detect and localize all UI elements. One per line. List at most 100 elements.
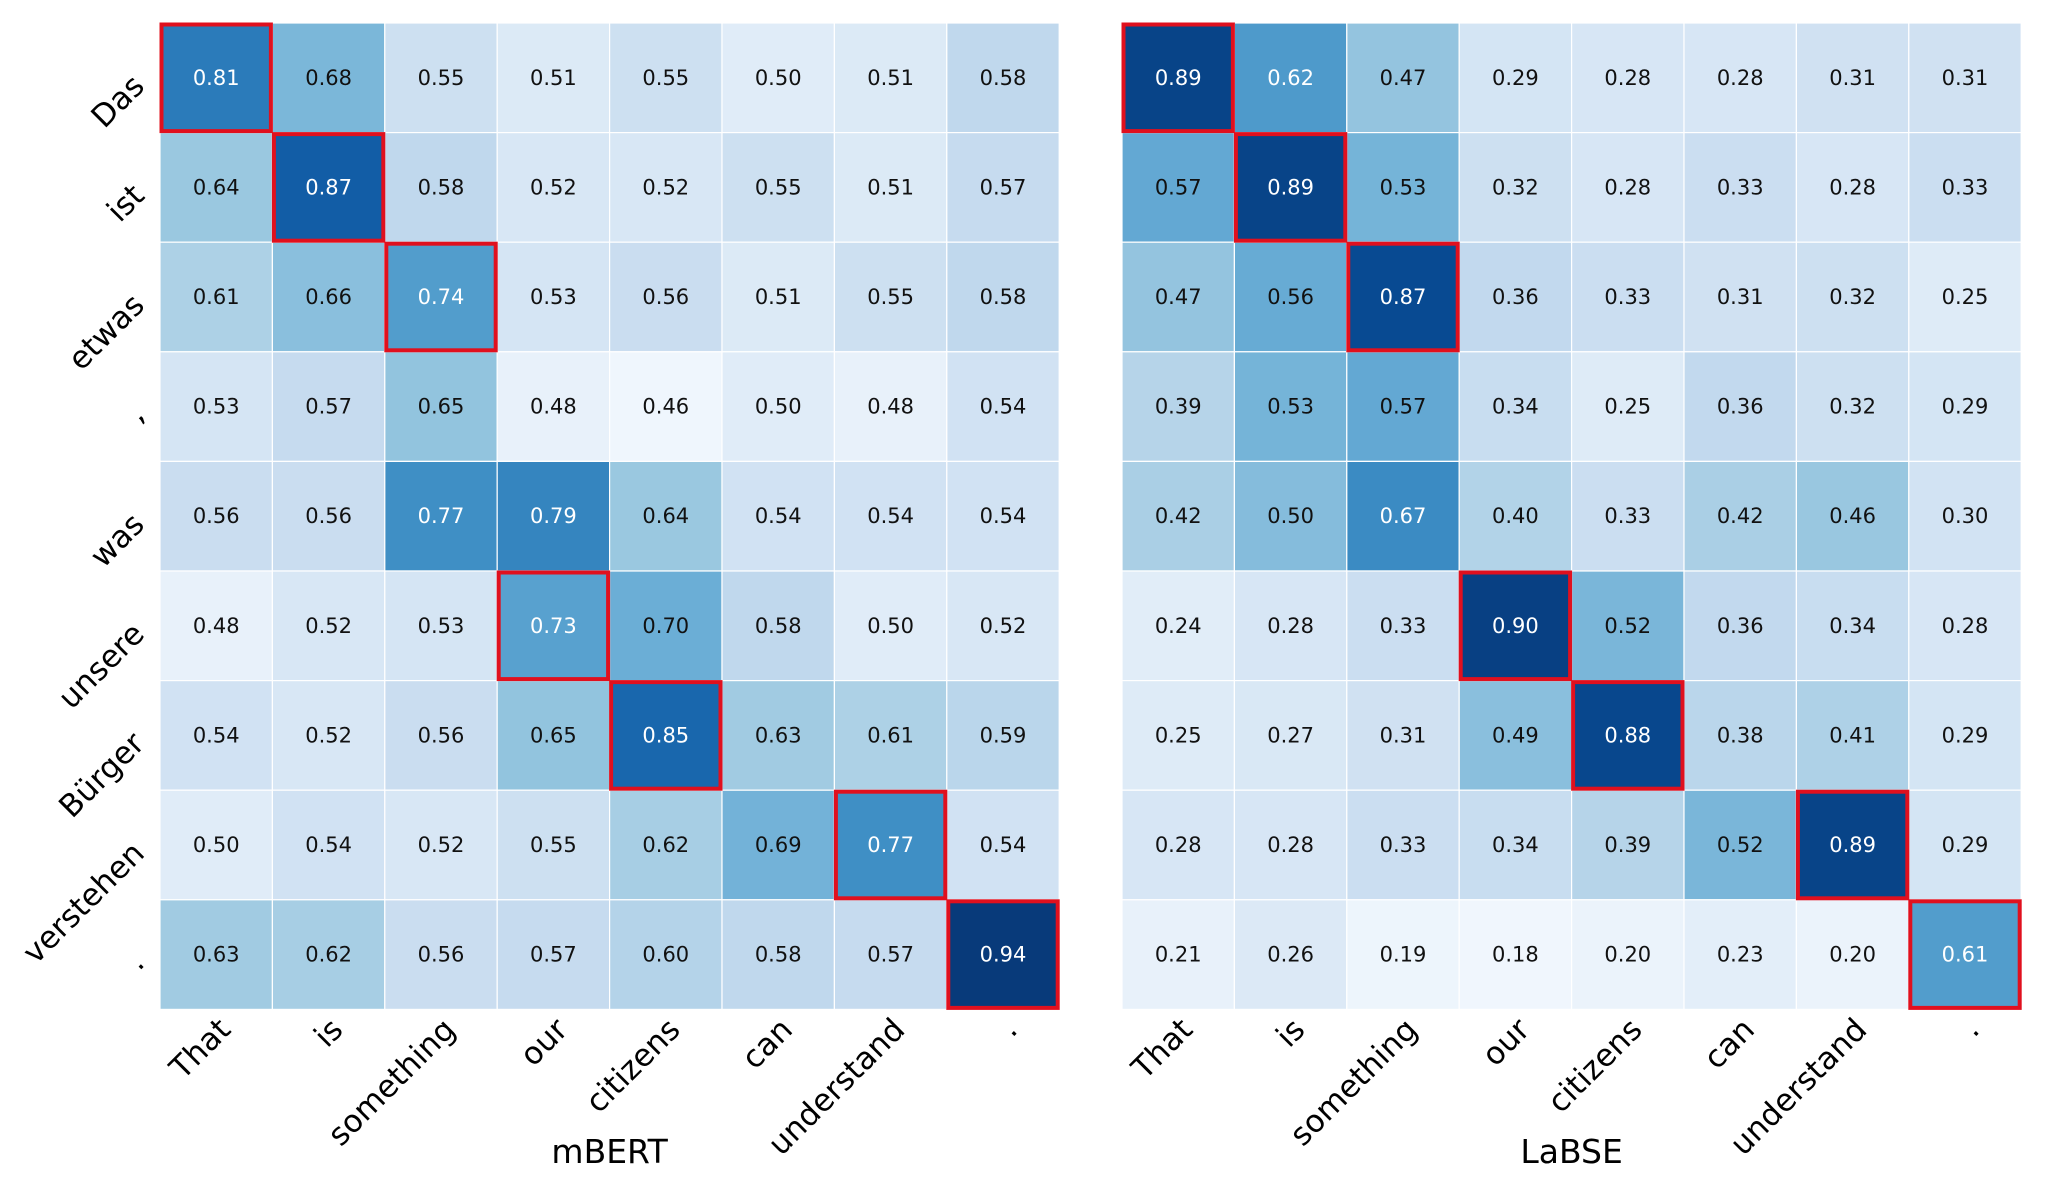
- heatmap-cell: [384, 351, 498, 462]
- heatmap-cell: [384, 679, 498, 791]
- cell-value-label: 0.54: [305, 833, 352, 857]
- column-label: can: [1697, 1012, 1762, 1077]
- cell-value-label: 0.55: [642, 66, 689, 90]
- cell-value-label: 0.56: [642, 285, 689, 309]
- cell-value-label: 0.52: [980, 614, 1027, 638]
- heatmap-cell: [159, 789, 274, 901]
- cell-value-label: 0.55: [418, 66, 465, 90]
- heatmap-cell: [1233, 241, 1348, 353]
- cell-value-label: 0.25: [1604, 395, 1651, 419]
- alignment-highlight: [1571, 680, 1685, 791]
- heatmap-cell: [1683, 570, 1798, 682]
- cell-value-label: 0.52: [642, 175, 689, 199]
- heatmap-cell: [1795, 899, 1910, 1010]
- heatmap-cell: [496, 22, 611, 134]
- cell-value-label: 0.31: [1942, 66, 1989, 90]
- cell-value-label: 0.39: [1604, 833, 1651, 857]
- cell-value-label: 0.56: [418, 943, 465, 967]
- cell-value-label: 0.36: [1492, 285, 1539, 309]
- cell-value-label: 0.28: [1155, 833, 1202, 857]
- column-label: .: [1954, 1012, 1986, 1044]
- column-label: our: [513, 1011, 575, 1073]
- heatmap-cell: [946, 899, 1060, 1010]
- heatmap-cell: [271, 570, 386, 682]
- cell-value-label: 0.28: [1267, 833, 1314, 857]
- cell-value-label: 0.18: [1492, 943, 1539, 967]
- cell-value-label: 0.54: [980, 504, 1027, 528]
- heatmap-cell: [1570, 241, 1685, 353]
- cell-value-label: 0.53: [1267, 395, 1314, 419]
- heatmap-cell: [608, 899, 723, 1010]
- heatmap-cell: [608, 570, 723, 682]
- cell-value-label: 0.29: [1942, 395, 1989, 419]
- alignment-highlight: [159, 22, 273, 134]
- cell-value-label: 0.21: [1155, 943, 1202, 967]
- cell-value-label: 0.65: [530, 723, 577, 747]
- cell-value-label: 0.50: [193, 833, 240, 857]
- heatmap-cell: [1908, 351, 2022, 462]
- heatmap-cell: [608, 22, 723, 134]
- cell-value-label: 0.54: [980, 833, 1027, 857]
- row-label: unsere: [51, 616, 151, 716]
- heatmap-cell: [159, 241, 274, 353]
- heatmap-cell: [946, 22, 1060, 134]
- cell-value-label: 0.52: [1717, 833, 1764, 857]
- heatmap-cell: [721, 132, 836, 243]
- heatmap-cell: [1346, 132, 1460, 243]
- heatmap-cell: [1570, 132, 1685, 243]
- cell-value-label: 0.28: [1604, 66, 1651, 90]
- cell-value-label: 0.33: [1942, 175, 1989, 199]
- row-label: Das: [84, 68, 151, 135]
- heatmap-cell: [1458, 460, 1573, 572]
- cell-value-label: 0.40: [1492, 504, 1539, 528]
- cell-value-label: 0.64: [193, 175, 240, 199]
- heatmap-cell: [721, 899, 836, 1010]
- panel-labse: 0.89 0.62 0.47 0.29 0.28 0.28 0.31 0.31 0.57 0.89…: [1121, 22, 2022, 1171]
- heatmap-cell: [946, 679, 1060, 791]
- alignment-highlight: [1908, 899, 2022, 1010]
- heatmap-cell: [159, 679, 274, 791]
- heatmap-cell: [1121, 132, 1236, 243]
- heatmap-cell: [496, 899, 611, 1010]
- heatmap-cell: [946, 460, 1060, 572]
- cell-value-label: 0.20: [1829, 943, 1876, 967]
- alignment-highlight: [1346, 241, 1460, 353]
- heatmap-cell: [1233, 460, 1348, 572]
- cell-value-label: 0.34: [1829, 614, 1876, 638]
- cell-value-label: 0.57: [1380, 395, 1427, 419]
- heatmap-cell: [1233, 789, 1348, 901]
- cell-value-label: 0.88: [1604, 723, 1651, 747]
- heatmap-cell: [271, 241, 386, 353]
- heatmap-cell: [1908, 899, 2022, 1010]
- cell-value-label: 0.33: [1380, 614, 1427, 638]
- heatmap-cell: [833, 241, 948, 353]
- heatmap-cell: [946, 241, 1060, 353]
- cell-value-label: 0.48: [193, 614, 240, 638]
- heatmap-cell: [833, 899, 948, 1010]
- heatmap-cell: [384, 570, 498, 682]
- cell-value-label: 0.50: [1267, 504, 1314, 528]
- cell-value-label: 0.25: [1155, 723, 1202, 747]
- heatmap-cell: [1908, 241, 2022, 353]
- heatmap-cell: [608, 132, 723, 243]
- heatmap-cell: [1908, 679, 2022, 791]
- cell-value-label: 0.62: [1267, 66, 1314, 90]
- cell-value-label: 0.79: [530, 504, 577, 528]
- cell-value-label: 0.19: [1380, 943, 1427, 967]
- alignment-highlight: [609, 680, 723, 791]
- column-label: is: [307, 1012, 350, 1055]
- cell-value-label: 0.46: [1829, 504, 1876, 528]
- cell-value-label: 0.50: [755, 395, 802, 419]
- heatmap-cell: [721, 570, 836, 682]
- cell-value-label: 0.59: [980, 723, 1027, 747]
- cell-value-label: 0.51: [867, 175, 914, 199]
- cell-value-label: 0.28: [1267, 614, 1314, 638]
- heatmap-cell: [1908, 789, 2022, 901]
- heatmap-cell: [159, 22, 274, 134]
- cell-value-label: 0.62: [305, 943, 352, 967]
- cell-value-label: 0.34: [1492, 395, 1539, 419]
- heatmap-cell: [1795, 351, 1910, 462]
- cell-value-label: 0.47: [1155, 285, 1202, 309]
- cell-value-label: 0.39: [1155, 395, 1202, 419]
- cell-value-label: 0.55: [755, 175, 802, 199]
